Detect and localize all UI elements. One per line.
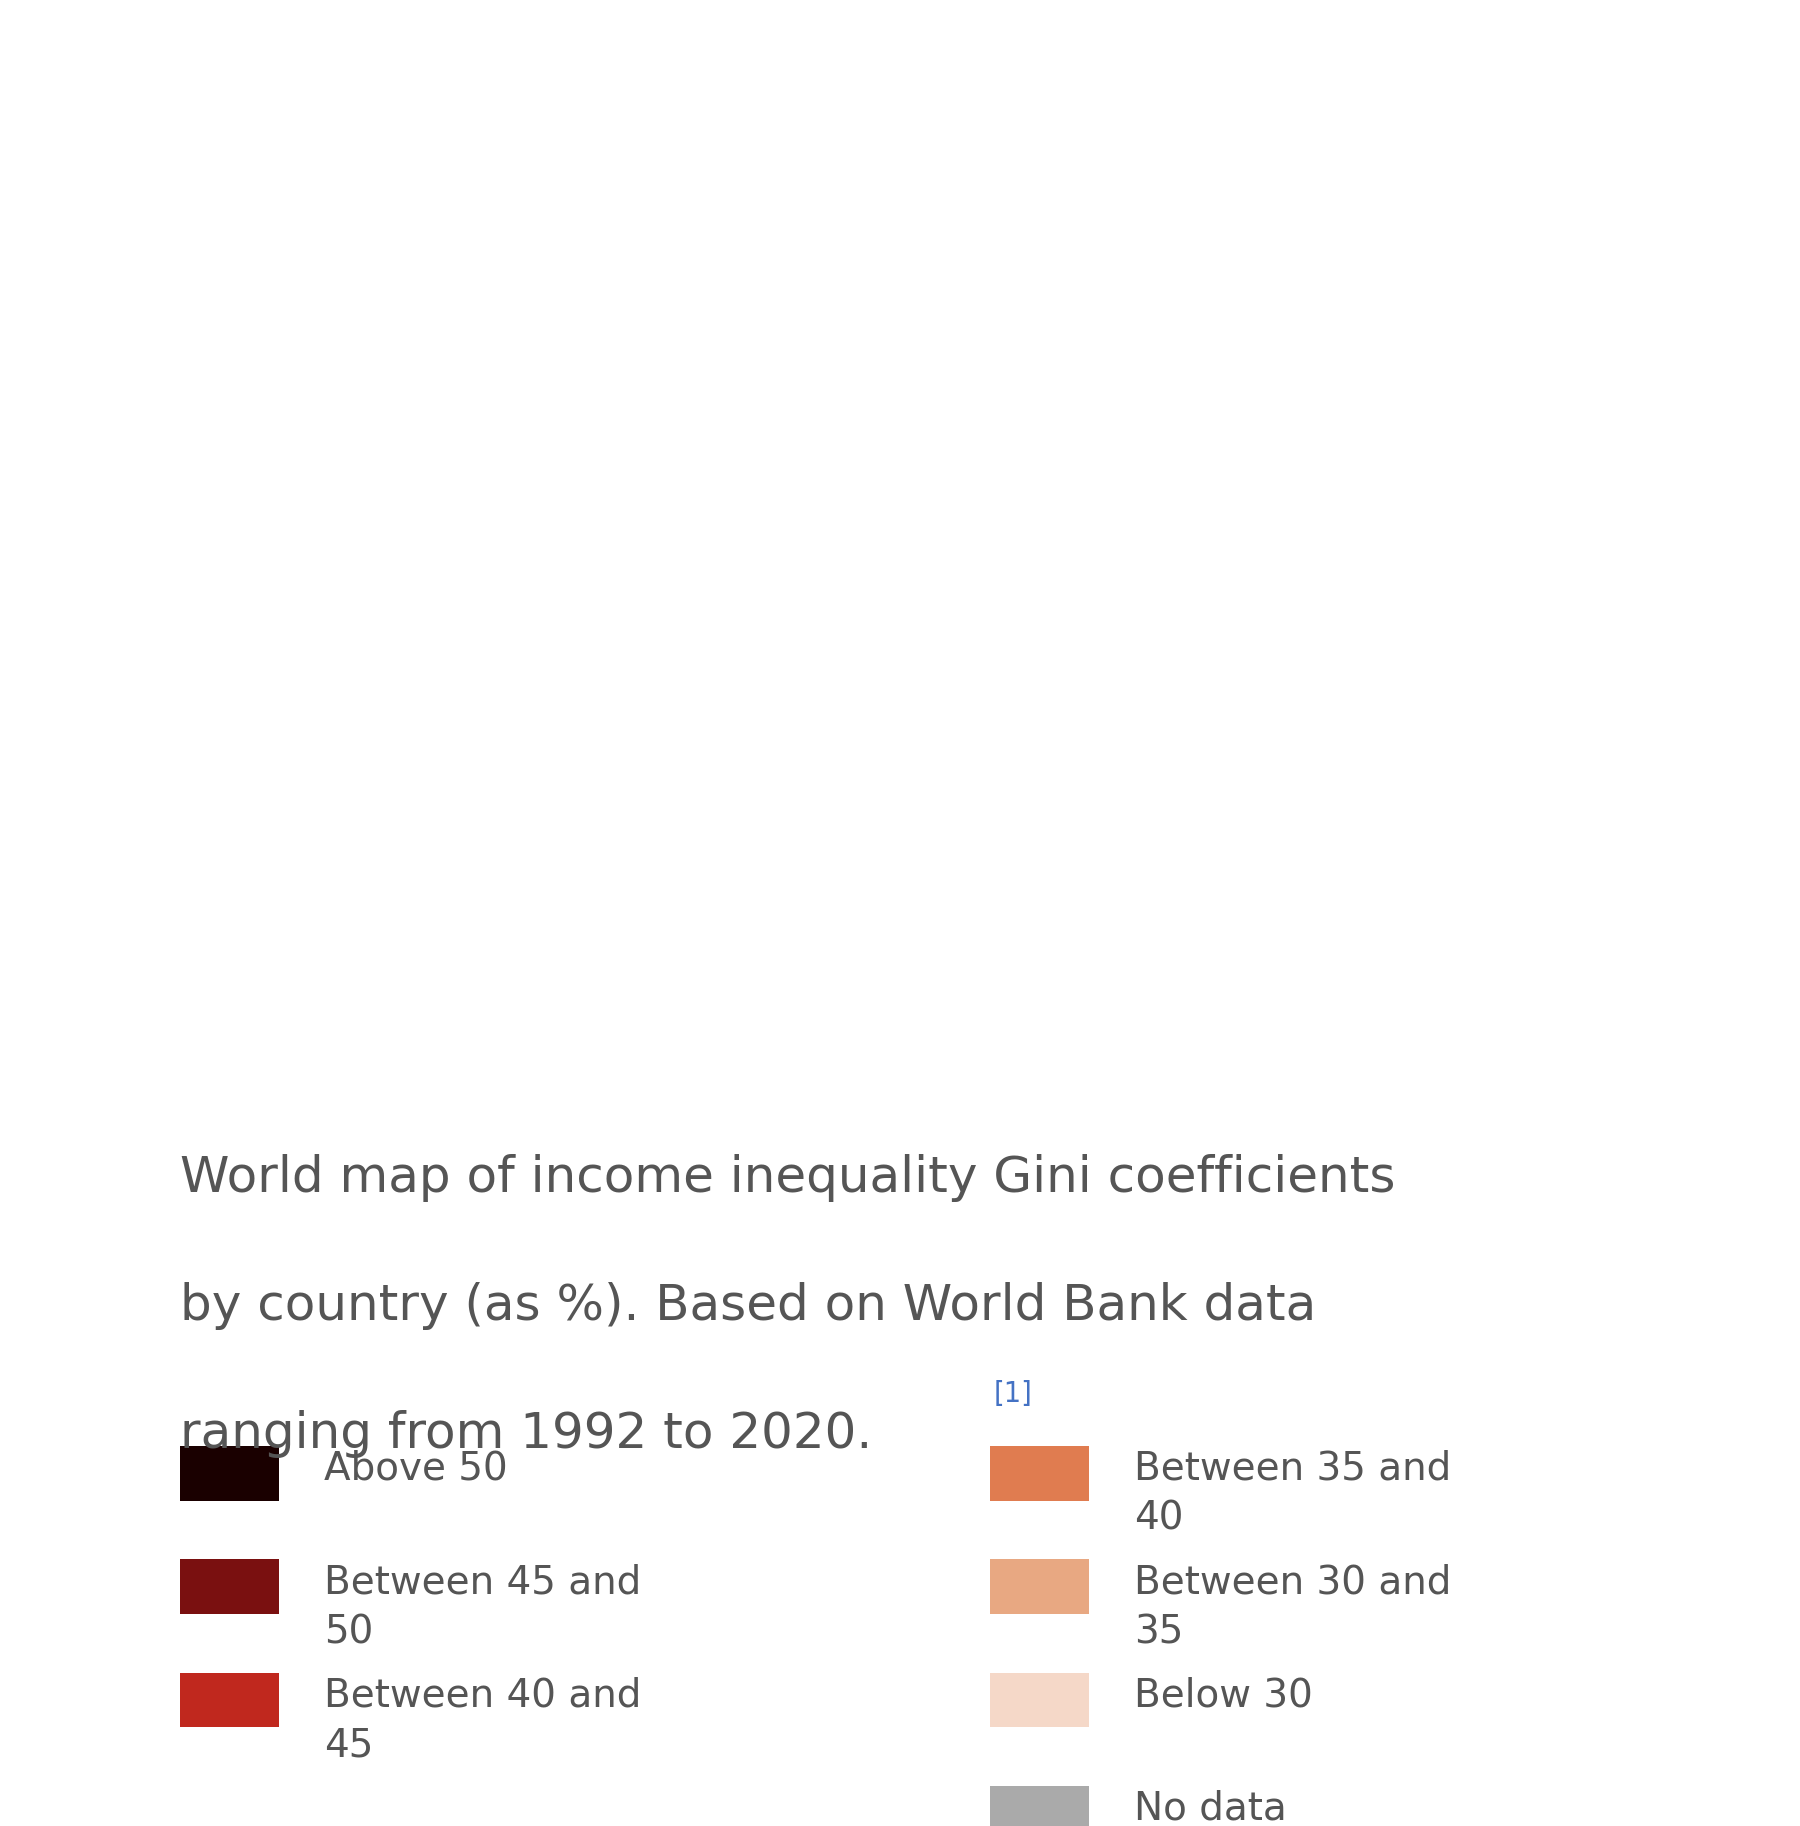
Text: No data: No data (1134, 1789, 1287, 1826)
FancyBboxPatch shape (180, 1559, 279, 1614)
Text: Below 30: Below 30 (1134, 1676, 1312, 1715)
Text: Between 35 and
40: Between 35 and 40 (1134, 1450, 1451, 1537)
FancyBboxPatch shape (180, 1673, 279, 1727)
FancyBboxPatch shape (990, 1446, 1089, 1501)
FancyBboxPatch shape (990, 1786, 1089, 1826)
Text: Between 45 and
50: Between 45 and 50 (324, 1563, 641, 1651)
Text: World map of income inequality Gini coefficients: World map of income inequality Gini coef… (180, 1154, 1395, 1202)
FancyBboxPatch shape (990, 1673, 1089, 1727)
Text: Between 30 and
35: Between 30 and 35 (1134, 1563, 1451, 1651)
FancyBboxPatch shape (990, 1559, 1089, 1614)
FancyBboxPatch shape (180, 1446, 279, 1501)
Text: by country (as %). Based on World Bank data: by country (as %). Based on World Bank d… (180, 1282, 1316, 1329)
Text: [1]: [1] (994, 1380, 1033, 1408)
Text: Between 40 and
45: Between 40 and 45 (324, 1676, 641, 1764)
Text: Above 50: Above 50 (324, 1450, 508, 1488)
Text: ranging from 1992 to 2020.: ranging from 1992 to 2020. (180, 1410, 873, 1457)
